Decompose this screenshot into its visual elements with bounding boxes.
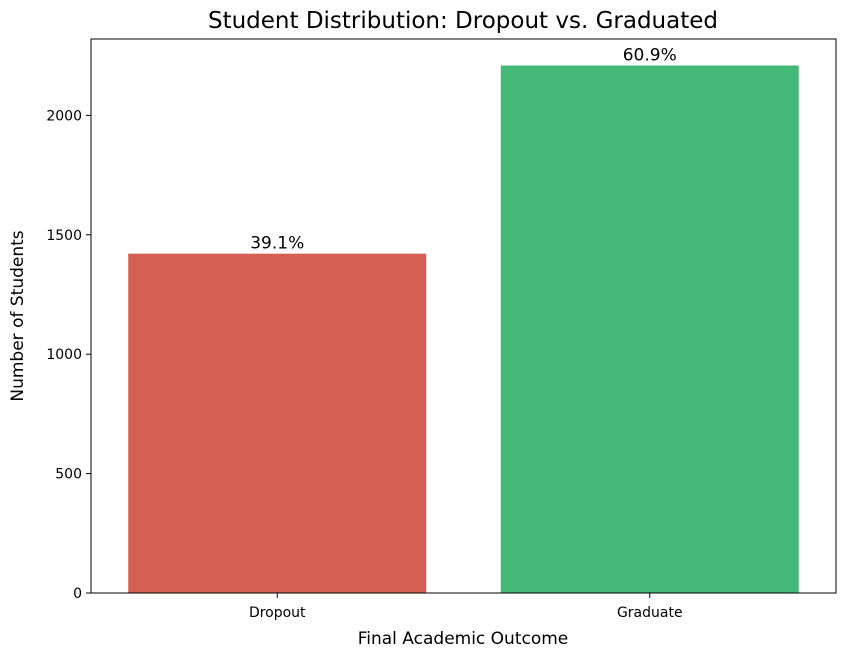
y-tick-label: 1500 <box>46 228 82 244</box>
y-tick-label: 500 <box>55 467 82 483</box>
x-axis-label: Final Academic Outcome <box>358 629 569 649</box>
bar-dropout <box>128 253 427 594</box>
x-tick-label-dropout: Dropout <box>249 605 306 621</box>
data-labels: 39.1% 60.9% <box>250 46 677 254</box>
data-label-graduate: 60.9% <box>623 46 677 66</box>
bars-layer <box>128 65 799 594</box>
plot-frame <box>90 38 837 594</box>
data-label-dropout: 39.1% <box>250 234 304 254</box>
x-axis-ticks: Dropout Graduate <box>249 593 683 621</box>
bar-graduate <box>500 65 799 593</box>
x-tick-label-graduate: Graduate <box>617 605 683 621</box>
y-axis-label: Number of Students <box>8 230 28 401</box>
y-tick-label: 0 <box>73 586 82 602</box>
chart-title: Student Distribution: Dropout vs. Gradua… <box>208 8 718 34</box>
y-tick-label: 2000 <box>46 108 82 124</box>
y-axis-ticks: 0 500 1000 1500 2000 <box>46 108 91 602</box>
y-tick-label: 1000 <box>46 347 82 363</box>
